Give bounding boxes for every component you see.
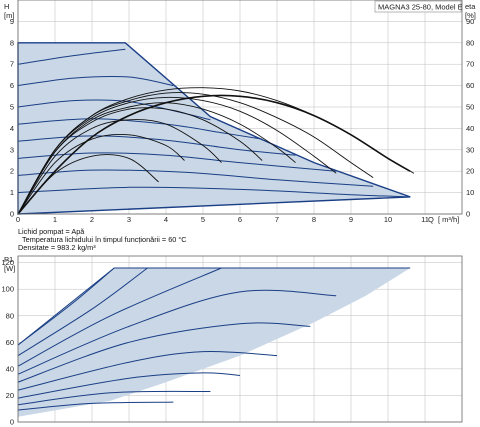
head-chart: H [m] eta [%] 0 1 2 3 4 5 6 7 8 9 10 11 0123456789 … [4, 0, 476, 224]
power-left-ticks: 0 20 40 60 80 100 120 [1, 258, 14, 426]
power-max-line [17, 267, 411, 346]
speed-curve-2 [17, 75, 174, 87]
efficiency-curve-2 [17, 92, 374, 215]
model-label: MAGNA3 25-80, Model E [378, 3, 463, 12]
fluid-density-unit: kg/m³ [77, 243, 96, 252]
eta-tick-label: 20 [466, 167, 474, 176]
head-tick-label: 8 [10, 38, 14, 47]
power-tick-label: 0 [10, 418, 14, 427]
power-curve-6 [17, 350, 278, 391]
speed-curve-6 [17, 152, 337, 172]
head-tick-label: 9 [10, 17, 14, 26]
x-tick-label: 5 [201, 215, 205, 224]
eta-tick-label: 90 [466, 17, 474, 26]
flow-axis-unit: [ m³/h] [438, 215, 459, 224]
power-curve-5 [17, 322, 311, 383]
x-tick-label: 3 [127, 215, 131, 224]
head-chart-frame [17, 0, 463, 215]
power-envelope-area [18, 268, 411, 417]
speed-curve-3 [17, 99, 211, 121]
head-tick-label: 3 [10, 145, 14, 154]
fluid-density-label: Densitate = 983.2 [18, 243, 75, 252]
x-tick-label: 9 [349, 215, 353, 224]
fluid-info: Lichid pompat = Apă Temperatura lichidul… [18, 227, 187, 252]
x-tick-label: 7 [275, 215, 279, 224]
power-axis-title: P1 [4, 255, 13, 264]
eta-tick-label: 40 [466, 124, 474, 133]
head-tick-label: 1 [10, 188, 14, 197]
speed-curve-8 [17, 186, 411, 198]
x-tick-label: 11 [421, 215, 429, 224]
head-tick-label: 7 [10, 60, 14, 69]
head-axis-title: H [4, 2, 9, 11]
head-axis-unit: [m] [4, 11, 14, 20]
power-curve-9 [17, 401, 174, 411]
power-tick-label: 20 [6, 391, 14, 400]
power-curves [17, 267, 337, 411]
eta-tick-label: 30 [466, 145, 474, 154]
power-curve-8 [17, 390, 211, 406]
eta-tick-label: 60 [466, 81, 474, 90]
x-tick-label: 2 [90, 215, 94, 224]
efficiency-curve-3 [17, 96, 337, 215]
power-chart: P1 [W] 0 20 40 60 80 100 120 [1, 255, 463, 427]
efficiency-curve-7 [17, 133, 185, 215]
power-tick-label: 40 [6, 364, 14, 373]
head-tick-label: 0 [10, 210, 14, 219]
eta-tick-label: 10 [466, 188, 474, 197]
efficiency-curve-6 [17, 119, 222, 215]
power-tick-label: 80 [6, 311, 14, 320]
head-tick-label: 4 [10, 124, 14, 133]
speed-curve-1 [17, 48, 126, 65]
x-tick-label: 8 [312, 215, 316, 224]
power-tick-label: 60 [6, 338, 14, 347]
speed-curves [17, 48, 411, 198]
eta-tick-label: 70 [466, 60, 474, 69]
eta-axis-title: eta [465, 2, 476, 11]
power-curve-2 [17, 267, 148, 357]
power-curve-4 [17, 289, 337, 375]
fluid-liquid: Lichid pompat = Apă [18, 227, 85, 236]
power-axis-unit: [W] [4, 264, 15, 273]
power-tick-label: 100 [1, 285, 14, 294]
power-tick-label: 120 [1, 258, 14, 267]
x-tick-label: 0 [16, 215, 20, 224]
head-tick-label: 5 [10, 103, 14, 112]
head-tick-label: 6 [10, 81, 14, 90]
fluid-temperature: Temperatura lichidului în timpul funcțio… [22, 235, 187, 244]
eta-right-ticks: 0 10 20 30 40 50 60 70 80 90 [466, 17, 474, 219]
speed-curve-7 [17, 169, 374, 187]
eta-axis-unit: [%] [465, 11, 476, 20]
power-chart-frame [17, 255, 463, 423]
power-curve-3 [17, 267, 222, 367]
flow-axis-title: Q [428, 215, 434, 224]
head-tick-label: 2 [10, 167, 14, 176]
x-tick-label: 6 [238, 215, 242, 224]
x-tick-label: 4 [164, 215, 168, 224]
power-curve-7 [17, 372, 241, 399]
eta-tick-label: 0 [466, 210, 470, 219]
eta-tick-label: 80 [466, 38, 474, 47]
head-x-ticks: 0 1 2 3 4 5 6 7 8 9 10 11 [16, 215, 429, 224]
efficiency-curve-5 [17, 107, 263, 215]
model-label-box [374, 0, 462, 13]
fluid-density: Densitate = 983.2 kg/m³ [18, 243, 96, 252]
head-left-ticks: 0 1 2 3 4 5 6 7 8 9 [10, 17, 14, 219]
x-tick-label: 1 [53, 215, 57, 224]
eta-tick-label: 50 [466, 103, 474, 112]
max-efficiency-curve [17, 94, 411, 215]
x-tick-label: 10 [384, 215, 392, 224]
